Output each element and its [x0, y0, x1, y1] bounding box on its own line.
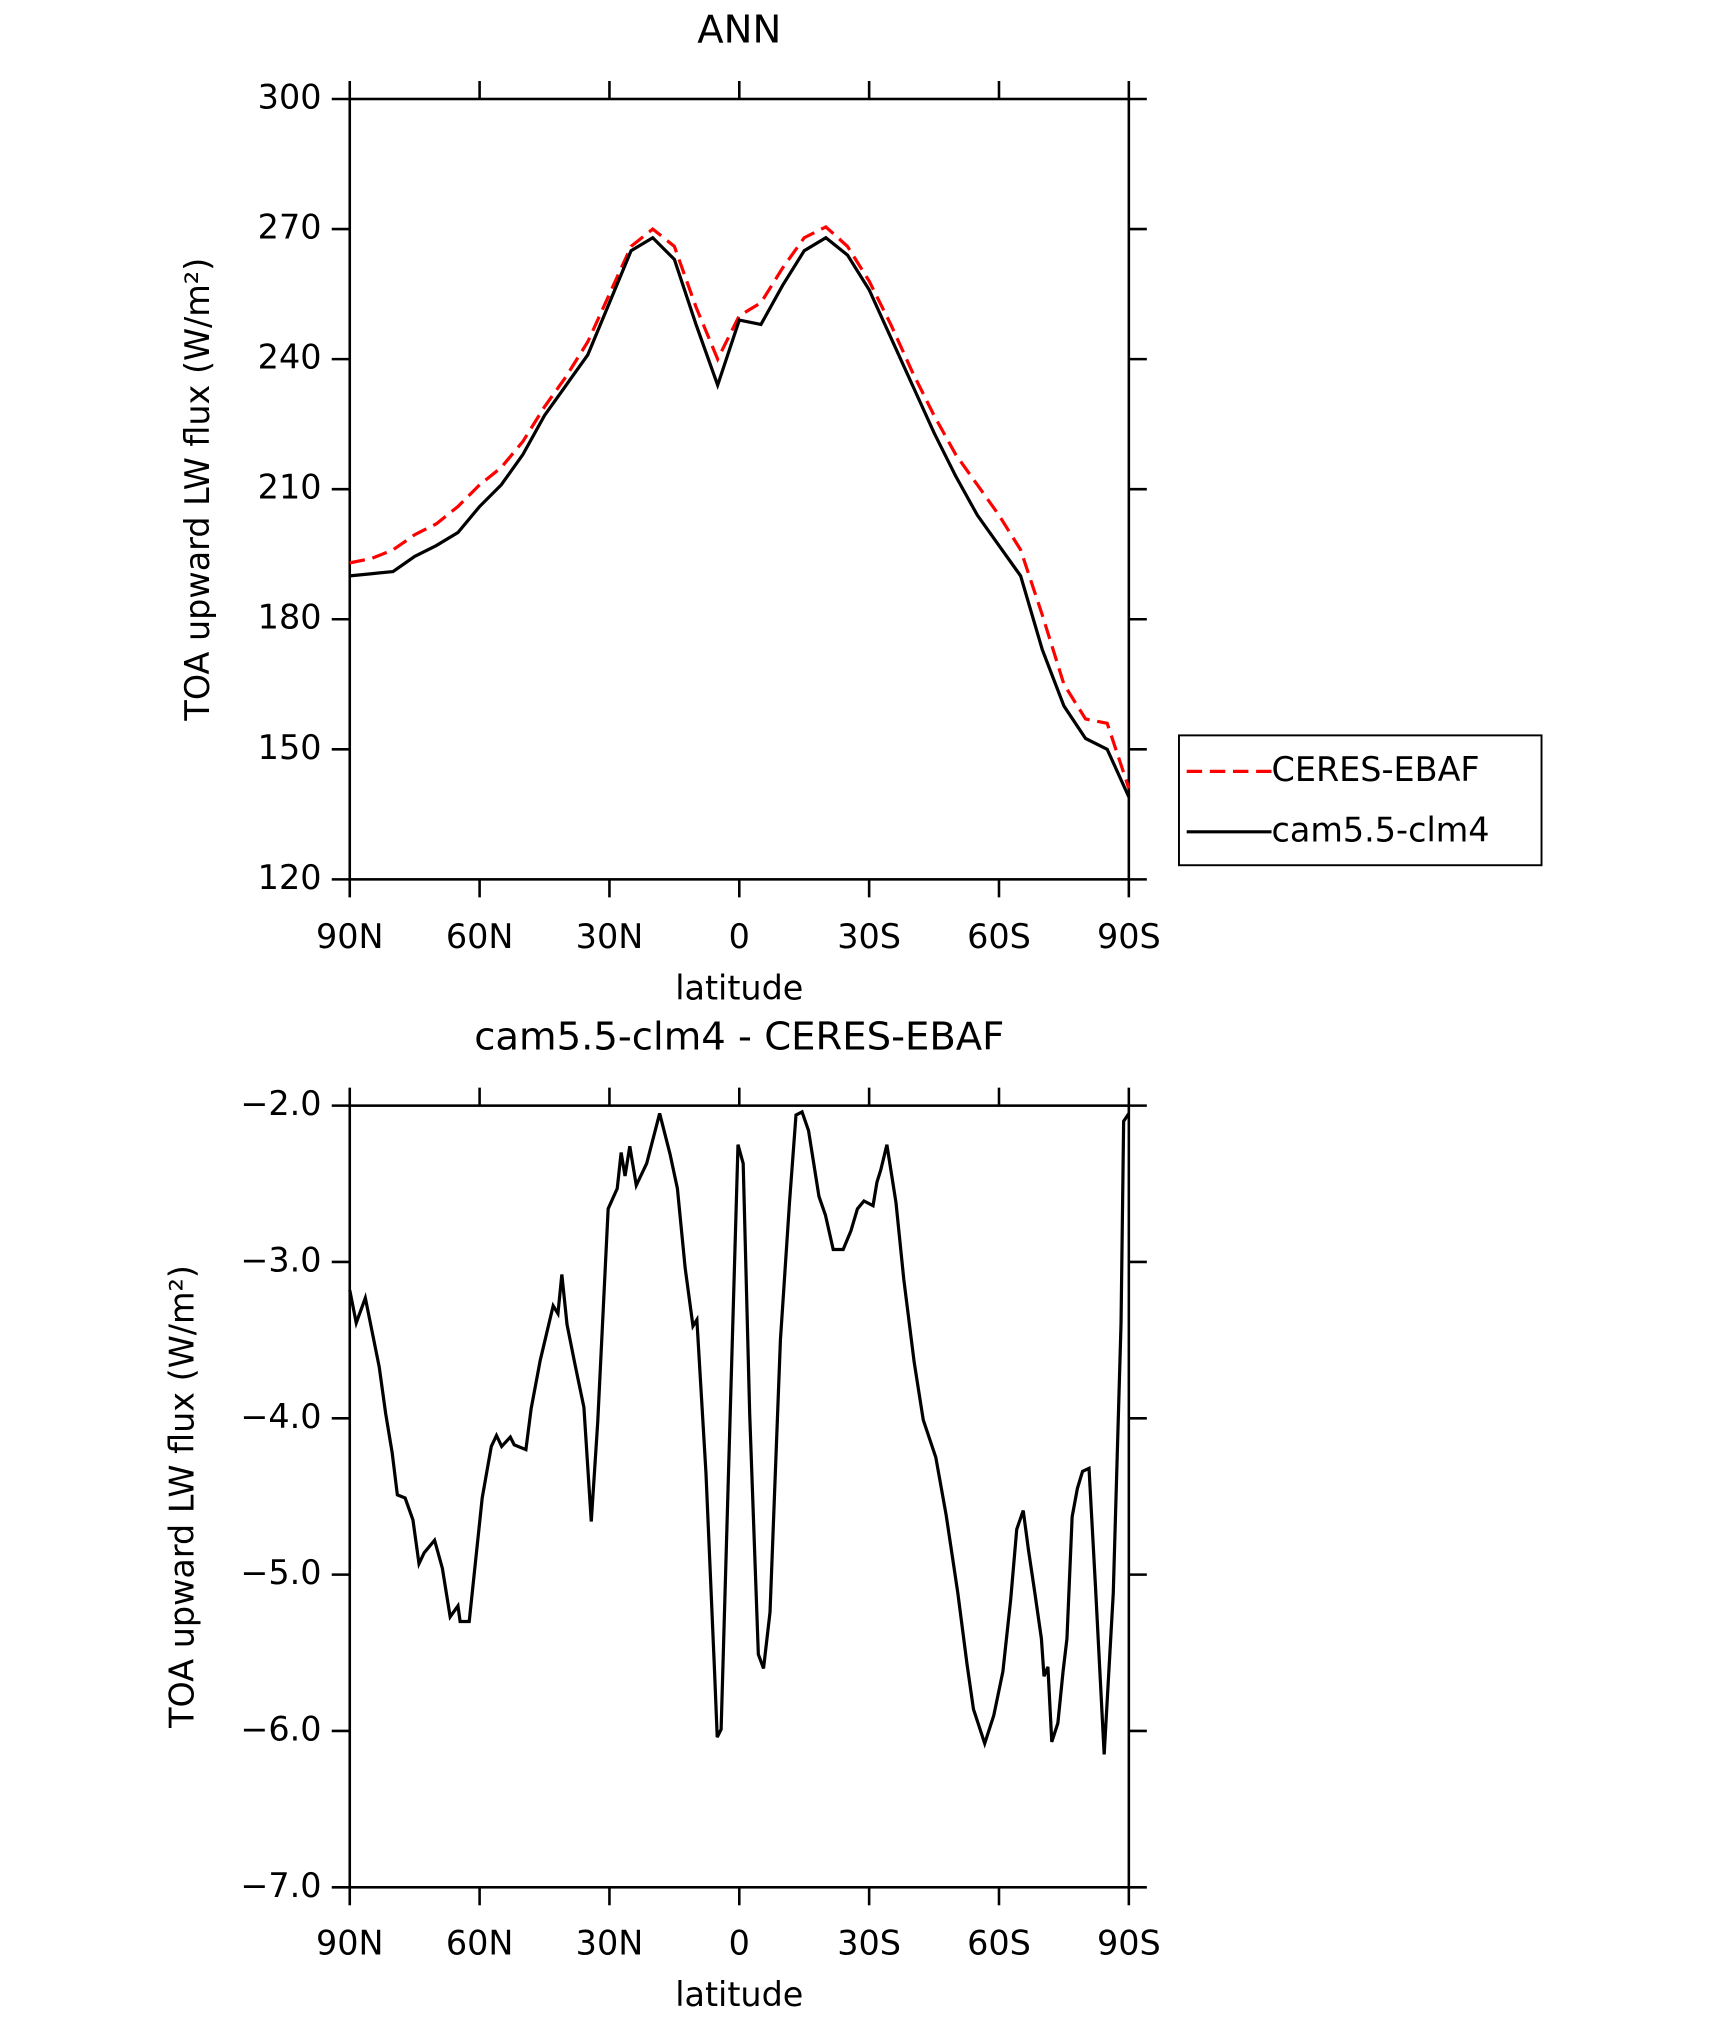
y-axis-label: TOA upward LW flux (W/m²): [178, 258, 217, 722]
series-line: [349, 235, 1131, 798]
x-tick-label: 60N: [446, 1924, 514, 1963]
y-tick-label: 150: [258, 728, 322, 767]
y-tick-label: 210: [258, 468, 322, 507]
y-tick-label: 300: [258, 77, 322, 116]
legend-box: [1178, 734, 1543, 867]
y-tick-label: 180: [258, 598, 322, 637]
x-tick-label: 60N: [446, 917, 514, 956]
plot-frame: [348, 1104, 1131, 1889]
x-tick-label: 60S: [967, 1924, 1031, 1963]
y-tick-label: −3.0: [240, 1240, 321, 1279]
y-tick-label: −5.0: [240, 1553, 321, 1592]
y-tick-label: −2.0: [240, 1084, 321, 1123]
x-tick-label: 30S: [837, 1924, 901, 1963]
x-tick-label: 30N: [576, 917, 644, 956]
x-tick-label: 0: [729, 1924, 750, 1963]
plot-frame: [348, 97, 1131, 881]
legend-label: cam5.5-clm4: [1272, 810, 1490, 849]
y-tick-label: −4.0: [240, 1397, 321, 1436]
x-tick-label: 0: [729, 917, 750, 956]
x-tick-label: 30N: [576, 1924, 644, 1963]
x-tick-label: 90S: [1097, 917, 1161, 956]
chart-title: cam5.5-clm4 - CERES-EBAF: [474, 1014, 1004, 1059]
x-tick-label: 90N: [316, 917, 384, 956]
y-axis-label: TOA upward LW flux (W/m²): [162, 1265, 201, 1729]
y-tick-label: 240: [258, 338, 322, 377]
legend-label: CERES-EBAF: [1272, 750, 1480, 789]
series-line: [349, 224, 1131, 789]
x-tick-label: 90S: [1097, 1924, 1161, 1963]
x-tick-label: 90N: [316, 1924, 384, 1963]
x-axis-label: latitude: [675, 968, 803, 1007]
chart-title: ANN: [697, 8, 781, 53]
x-tick-label: 30S: [837, 917, 901, 956]
y-tick-label: 120: [258, 858, 322, 897]
y-tick-label: 270: [258, 208, 322, 247]
series-line: [348, 1109, 1131, 1755]
y-tick-label: −7.0: [240, 1866, 321, 1905]
y-tick-label: −6.0: [240, 1709, 321, 1748]
x-axis-label: latitude: [675, 1975, 803, 2014]
x-tick-label: 60S: [967, 917, 1031, 956]
